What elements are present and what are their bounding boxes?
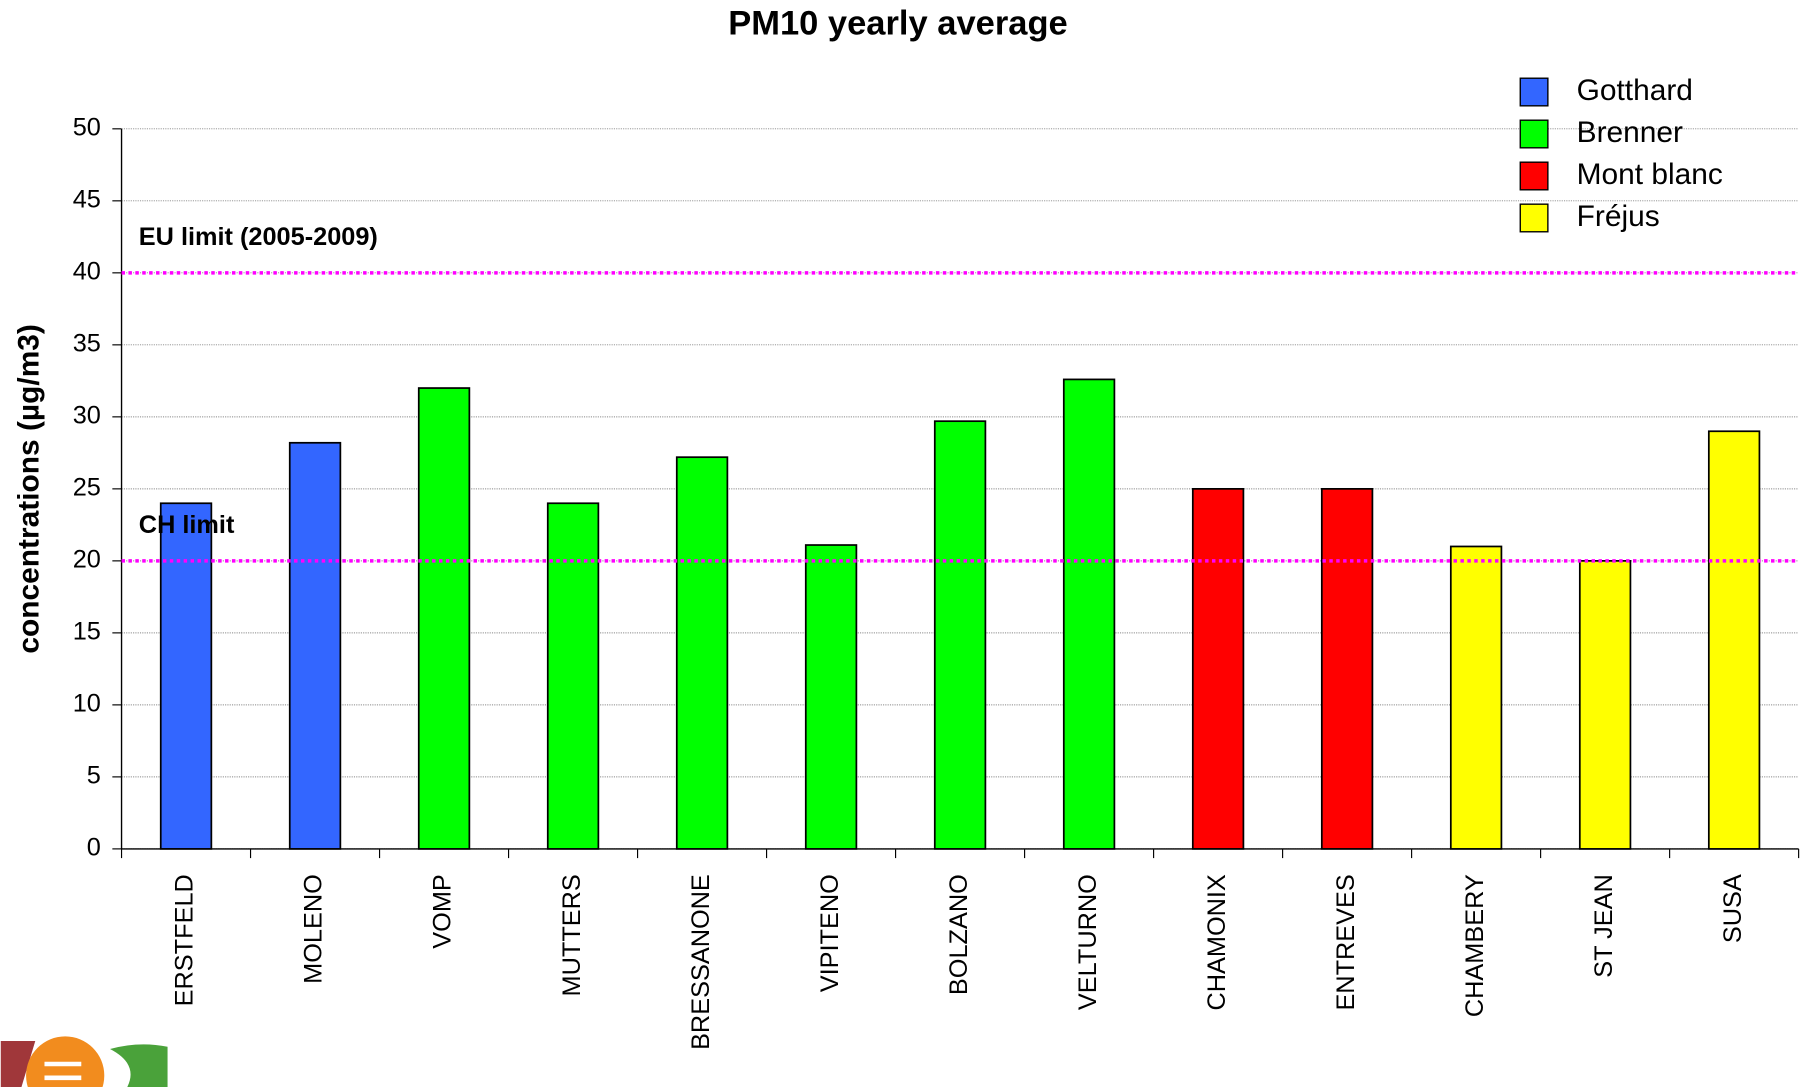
- x-tick-label: ERSTFELD: [171, 874, 199, 1006]
- y-tick-label: 0: [87, 834, 101, 862]
- logo: [0, 1036, 168, 1087]
- y-tick-label: 35: [73, 330, 101, 358]
- x-tick-label: SUSA: [1719, 874, 1747, 943]
- reference-label: CH limit: [139, 511, 235, 539]
- y-tick-label: 20: [73, 546, 101, 574]
- bar: [1707, 430, 1761, 850]
- y-axis-label: concentrations (µg/m3): [13, 324, 46, 653]
- x-tick-label: CHAMBERY: [1461, 874, 1489, 1017]
- y-tick-label: 25: [73, 474, 101, 502]
- bar: [1320, 487, 1374, 850]
- x-tick-label: ST JEAN: [1590, 874, 1618, 978]
- x-tick-label: MOLENO: [300, 874, 328, 984]
- bar: [417, 387, 471, 850]
- legend-swatch: [1519, 161, 1549, 191]
- bar: [804, 544, 858, 850]
- x-tick-label: BOLZANO: [945, 874, 973, 995]
- y-tick-label: 40: [73, 258, 101, 286]
- y-tick-label: 10: [73, 690, 101, 718]
- y-tick-label: 30: [73, 402, 101, 430]
- x-tick-label: VIPITENO: [816, 874, 844, 992]
- legend-label: Mont blanc: [1577, 158, 1723, 191]
- y-tick-label: 5: [87, 762, 101, 790]
- bar: [933, 420, 987, 850]
- x-tick-label: VOMP: [429, 874, 457, 949]
- legend-label: Gotthard: [1577, 74, 1693, 107]
- legend-label: Brenner: [1577, 116, 1683, 149]
- x-tick-label: MUTTERS: [558, 874, 586, 996]
- y-tick-label: 50: [73, 114, 101, 142]
- bar: [1062, 378, 1116, 850]
- reference-label: EU limit (2005-2009): [139, 223, 378, 251]
- x-tick-label: CHAMONIX: [1203, 874, 1231, 1010]
- x-tick-label: ENTREVES: [1332, 874, 1360, 1010]
- y-tick-label: 45: [73, 186, 101, 214]
- bar: [546, 502, 600, 850]
- x-tick-label: VELTURNO: [1074, 874, 1102, 1010]
- x-tick-label: BRESSANONE: [687, 874, 715, 1050]
- bar: [1449, 545, 1503, 850]
- bar: [675, 456, 729, 850]
- bar: [1191, 487, 1245, 850]
- bar: [1578, 560, 1632, 850]
- y-tick-label: 15: [73, 618, 101, 646]
- chart-title: PM10 yearly average: [728, 4, 1067, 42]
- legend-label: Fréjus: [1577, 200, 1660, 233]
- legend-swatch: [1519, 119, 1549, 149]
- legend-swatch: [1519, 77, 1549, 107]
- legend-swatch: [1519, 203, 1549, 233]
- bar: [288, 441, 342, 850]
- bar: [159, 502, 213, 850]
